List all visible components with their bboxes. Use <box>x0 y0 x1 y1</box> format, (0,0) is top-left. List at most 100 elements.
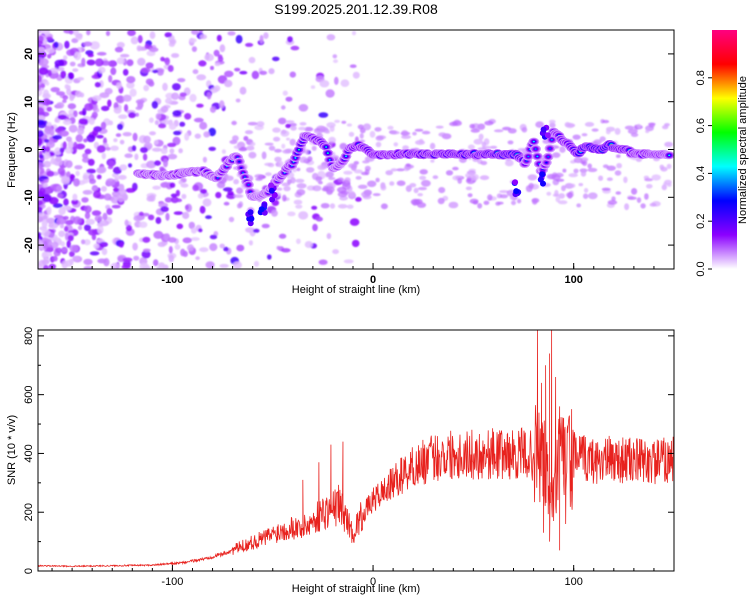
noise-blob <box>38 107 45 115</box>
halo-blob <box>521 127 528 133</box>
halo-blob <box>341 120 347 124</box>
noise-blob <box>102 212 108 221</box>
halo-blob <box>346 204 354 209</box>
halo-blob <box>337 204 348 209</box>
ridge-excursion <box>269 196 276 203</box>
halo-blob <box>231 120 237 126</box>
halo-blob <box>607 200 618 205</box>
noise-blob <box>108 60 118 67</box>
noise-blob <box>39 58 49 66</box>
noise-blob <box>213 85 221 92</box>
noise-blob <box>263 32 269 39</box>
halo-blob <box>467 144 475 150</box>
noise-blob <box>55 156 62 162</box>
noise-blob <box>281 143 286 149</box>
noise-blob <box>132 132 138 142</box>
noise-blob <box>92 129 99 136</box>
noise-blob <box>154 120 159 126</box>
halo-blob <box>375 141 382 148</box>
noise-blob <box>228 216 235 223</box>
noise-blob <box>87 53 94 58</box>
spectrogram-x-tick-label: -100 <box>161 274 183 286</box>
halo-blob <box>233 179 240 185</box>
noise-blob <box>165 212 170 221</box>
noise-blob <box>343 259 354 264</box>
ridge-segment <box>527 155 530 158</box>
noise-blob <box>199 34 207 40</box>
noise-blob <box>199 121 208 130</box>
halo-blob <box>264 142 274 146</box>
snr-frame <box>37 329 675 572</box>
halo-blob <box>361 171 369 176</box>
noise-blob <box>62 99 67 104</box>
noise-blob <box>245 42 254 47</box>
halo-blob <box>375 177 380 183</box>
noise-blob <box>96 134 104 139</box>
noise-blob <box>163 158 168 168</box>
noise-blob <box>281 248 291 253</box>
halo-blob <box>374 127 382 132</box>
noise-blob <box>83 239 91 246</box>
noise-blob <box>296 238 301 245</box>
halo-blob <box>546 191 552 196</box>
spectrogram-noise <box>38 30 362 269</box>
noise-blob <box>75 170 80 177</box>
halo-blob <box>605 129 611 135</box>
noise-blob <box>117 194 125 203</box>
noise-blob <box>332 249 339 255</box>
halo-blob <box>493 129 504 133</box>
noise-blob <box>136 45 142 52</box>
noise-blob <box>45 146 51 153</box>
noise-blob <box>68 30 74 35</box>
noise-blob <box>209 243 218 252</box>
noise-blob <box>38 137 43 146</box>
ridge-segment <box>216 177 219 179</box>
noise-blob <box>115 133 122 138</box>
noise-blob <box>43 187 54 193</box>
halo-blob <box>549 119 556 124</box>
noise-blob <box>114 177 119 182</box>
noise-blob <box>199 205 206 214</box>
noise-blob <box>267 254 272 260</box>
spectrogram-y-tick-label: 10 <box>23 96 35 108</box>
noise-blob <box>152 185 161 190</box>
halo-blob <box>346 123 353 127</box>
halo-blob <box>449 121 458 127</box>
noise-blob <box>83 41 93 47</box>
noise-blob <box>184 113 192 120</box>
noise-blob <box>133 255 140 261</box>
noise-blob <box>192 184 199 192</box>
halo-blob <box>326 122 336 128</box>
noise-blob <box>149 31 156 39</box>
noise-blob <box>64 84 70 90</box>
noise-blob <box>119 164 128 171</box>
ridge-segment <box>328 159 331 161</box>
halo-blob <box>557 200 568 205</box>
ridge-segment <box>236 156 239 159</box>
noise-blob <box>56 102 65 109</box>
halo-blob <box>511 200 516 206</box>
halo-blob <box>353 169 363 174</box>
noise-blob <box>137 35 143 44</box>
noise-blob <box>62 95 69 100</box>
noise-blob <box>52 203 63 208</box>
noise-blob <box>137 57 146 66</box>
halo-blob <box>254 174 264 179</box>
noise-blob <box>94 215 103 222</box>
noise-blob <box>113 107 122 114</box>
halo-blob <box>528 182 534 189</box>
halo-blob <box>649 202 657 207</box>
noise-blob <box>126 76 136 84</box>
halo-blob <box>606 165 616 171</box>
halo-blob <box>236 203 242 209</box>
noise-blob <box>69 244 79 253</box>
noise-blob <box>74 51 82 61</box>
noise-blob <box>180 183 189 188</box>
halo-blob <box>349 190 355 198</box>
spectrogram-x-tick-label: 0 <box>370 274 376 286</box>
noise-blob <box>196 103 204 108</box>
halo-blob <box>435 125 444 129</box>
halo-blob <box>357 124 364 130</box>
noise-blob <box>209 234 218 240</box>
noise-blob <box>195 256 200 261</box>
